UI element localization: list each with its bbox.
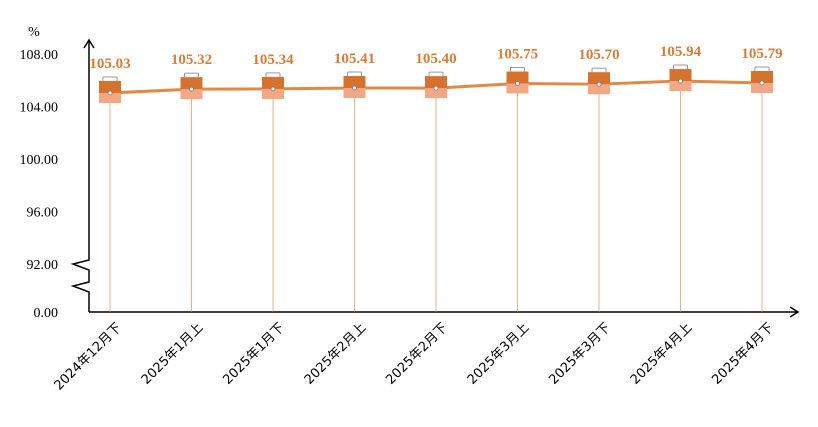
category-labels: 2024年12月下 2025年1月上 2025年1月下 2025年2月上 2025年2月… [52,320,777,393]
y-tick-label: 104.00 [20,101,59,116]
stems [109,81,763,312]
category-label: 2025年1月上 [139,320,206,387]
category-label: 2025年2月下 [383,320,450,387]
category-label: 2025年4月下 [709,320,776,387]
y-axis: % [28,25,95,312]
marker-point [433,85,439,91]
data-label: 105.40 [415,51,456,67]
marker-point [596,81,602,87]
data-point [99,76,121,103]
data-label: 105.75 [497,47,538,63]
y-tick-labels: 0.00 92.00 96.00 100.00 104.00 108.00 [20,48,59,321]
marker-upper [751,71,773,84]
markers [99,64,773,103]
marker-point [515,81,520,86]
data-point [425,71,447,99]
data-point [506,67,529,94]
marker-lower [262,88,284,99]
marker-upper [506,71,529,84]
marker-lower [99,92,121,103]
data-label: 105.41 [334,51,375,67]
marker-upper [588,72,610,85]
data-point [751,66,773,94]
marker-point [678,78,683,84]
marker-point [270,86,276,92]
data-point [588,67,610,95]
data-label: 105.03 [89,56,130,72]
category-label: 2025年3月下 [546,320,613,387]
category-label: 2025年4月上 [628,320,695,387]
data-label: 105.32 [171,52,212,68]
marker-point [759,80,765,86]
category-label: 2024年12月下 [52,320,125,393]
category-label: 2025年2月上 [302,320,369,387]
marker-lower [751,83,773,94]
marker-lower [180,89,203,100]
data-point [180,72,203,100]
marker-upper [99,80,121,93]
data-labels: 105.03 105.32 105.34 105.41 105.40 105.75 105.… [89,44,782,72]
y-axis-arrow [83,38,95,49]
marker-lower [669,81,692,92]
category-label: 2025年1月下 [220,320,287,387]
marker-upper [669,69,692,82]
y-axis-line [70,40,90,312]
x-axis-arrow [789,306,800,318]
marker-point [189,86,194,92]
data-point [343,71,366,98]
data-label: 105.94 [660,44,702,60]
marker-upper [180,77,203,90]
y-tick-label: 108.00 [20,48,59,63]
marker-lower [425,88,447,99]
category-label: 2025年3月上 [465,320,532,387]
y-tick-label: 100.00 [20,153,59,168]
y-tick-label: 92.00 [27,258,59,273]
marker-point [352,85,357,91]
marker-lower [343,87,366,98]
y-axis-unit: % [28,25,40,40]
data-point [669,64,692,92]
data-label: 105.70 [578,47,619,63]
marker-lower [506,83,529,94]
data-label: 105.34 [252,52,294,68]
marker-upper [425,76,447,89]
marker-point [107,90,113,96]
marker-lower [588,84,610,95]
x-axis [89,306,800,318]
data-point [262,72,284,99]
data-label: 105.79 [741,46,782,62]
marker-upper [343,75,366,88]
y-tick-label: 96.00 [27,206,59,221]
y-tick-label: 0.00 [34,306,59,321]
marker-upper [262,76,284,89]
